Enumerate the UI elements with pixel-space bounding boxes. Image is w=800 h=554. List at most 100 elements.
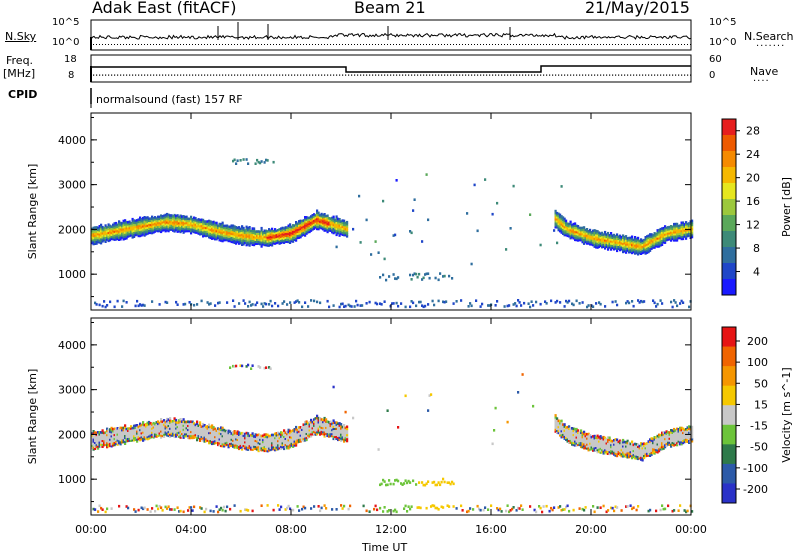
power-cell — [613, 233, 616, 237]
power-cell — [125, 228, 128, 232]
velocity-cell — [241, 444, 244, 447]
power-cell — [161, 223, 164, 226]
power-cell — [226, 232, 229, 236]
power-cell — [145, 232, 148, 236]
velocity-cell — [242, 436, 245, 439]
power-cell — [569, 236, 572, 240]
power-cell — [268, 303, 271, 306]
power-cell — [154, 222, 157, 225]
power-cell — [311, 222, 314, 225]
power-cell — [344, 225, 347, 229]
power-cell — [355, 299, 358, 303]
power-cell — [133, 229, 136, 232]
power-cell — [277, 229, 280, 232]
velocity-cell — [251, 448, 254, 451]
velocity-cell — [287, 432, 290, 436]
power-cell — [596, 234, 599, 237]
velocity-cell — [331, 422, 334, 426]
velocity-cell — [317, 505, 320, 508]
power-cell — [164, 219, 167, 223]
freq-unit: [MHz] — [3, 67, 36, 80]
power-cell — [157, 217, 160, 221]
power-cell — [284, 234, 287, 237]
power-cell — [515, 304, 518, 308]
power-cell — [637, 250, 640, 254]
velocity-cell — [92, 434, 95, 437]
power-cell — [256, 240, 259, 243]
power-cell — [298, 228, 301, 231]
velocity-cell — [172, 420, 175, 423]
velocity-cell — [259, 446, 262, 449]
velocity-cell — [286, 430, 289, 434]
power-cell — [658, 243, 661, 246]
power-cell — [617, 243, 620, 246]
power-cell — [488, 304, 491, 307]
power-cell — [335, 223, 338, 226]
velocity-cell — [595, 448, 598, 451]
power-cell — [121, 230, 124, 233]
velocity-cell — [146, 433, 149, 437]
velocity-cell — [397, 479, 400, 483]
power-cell — [196, 229, 199, 232]
velocity-cell — [220, 430, 223, 433]
power-cell — [287, 238, 290, 242]
power-cell — [581, 238, 584, 242]
velocity-cell — [128, 439, 131, 442]
power-cell — [182, 227, 185, 230]
power-cell — [683, 231, 686, 234]
velocity-cell — [289, 441, 292, 445]
power-cell — [623, 245, 626, 249]
power-cell — [641, 241, 644, 244]
power-cell — [274, 302, 277, 305]
power-cell — [212, 234, 215, 238]
power-cell — [557, 228, 560, 232]
power-cell — [299, 227, 302, 231]
velocity-cell — [604, 446, 607, 450]
velocity-cell — [313, 428, 316, 431]
power-cell — [286, 238, 289, 241]
power-cell — [184, 302, 187, 306]
velocity-cell — [259, 440, 262, 443]
velocity-cell — [343, 434, 346, 437]
velocity-cell — [317, 418, 320, 422]
velocity-cell — [592, 439, 595, 442]
power-cell — [131, 223, 134, 227]
velocity-cell — [289, 437, 292, 441]
nave-dot — [420, 74, 422, 76]
power-cell — [308, 228, 311, 232]
power-cell — [268, 232, 271, 235]
power-cell — [269, 229, 272, 232]
power-cell — [616, 245, 619, 248]
nave-tick-top: 60 — [709, 54, 722, 65]
power-cell — [314, 222, 317, 225]
velocity-cell — [149, 426, 152, 429]
power-cell — [569, 220, 572, 224]
power-cell — [113, 222, 116, 225]
power-cell — [253, 237, 256, 241]
power-cell — [292, 226, 295, 229]
velocity-cell — [343, 438, 346, 441]
station-title: Adak East (fitACF) — [92, 0, 237, 17]
power-cell — [124, 225, 127, 228]
nsearch-dot — [582, 44, 583, 45]
power-cell — [602, 237, 605, 240]
power-cell — [154, 226, 157, 229]
velocity-cell — [182, 436, 185, 439]
velocity-cell — [202, 435, 205, 438]
power-cell — [604, 245, 607, 248]
power-cell — [241, 243, 244, 246]
power-cell — [208, 229, 211, 233]
power-cell — [589, 236, 592, 240]
velocity-cell — [305, 420, 308, 423]
power-cell — [346, 235, 349, 238]
velocity-cell — [587, 448, 590, 452]
power-cell — [148, 225, 151, 228]
velocity-cell — [194, 433, 197, 437]
velocity-cell — [155, 427, 158, 430]
velocity-cell — [151, 431, 154, 434]
velocity-cell — [568, 435, 571, 438]
power-cell — [623, 243, 626, 247]
power-cell — [124, 237, 127, 240]
power-cell — [242, 236, 245, 240]
velocity-cell — [293, 438, 296, 441]
